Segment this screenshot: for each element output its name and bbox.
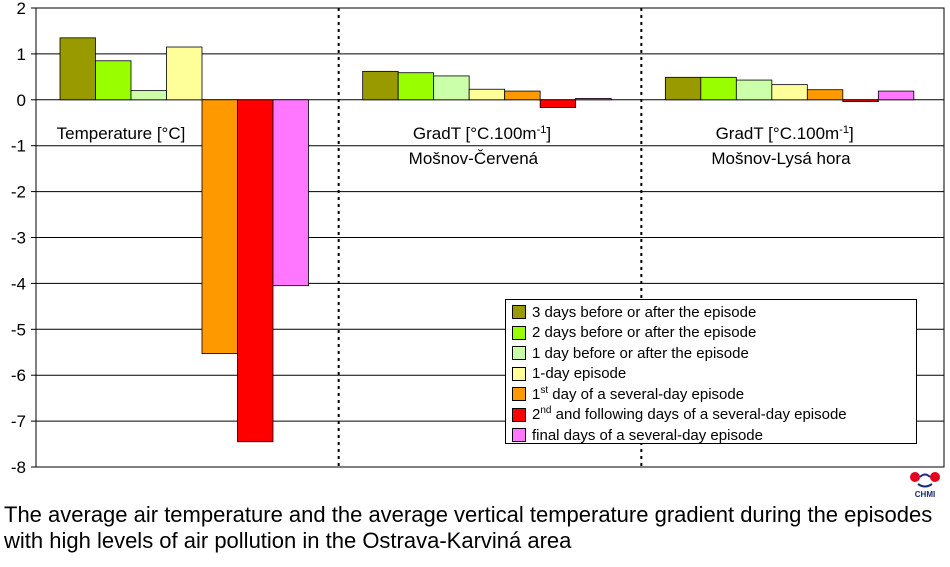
bar: [575, 98, 612, 101]
y-axis-ticks: 2 1 0 -1 -2 -3 -4 -5 -6 -7 -8: [11, 0, 36, 477]
chart: 2 1 0 -1 -2 -3 -4 -5 -6 -7 -8 Temperature [°C] Grad…: [11, 0, 945, 477]
bar: [468, 88, 506, 101]
bar: [130, 90, 167, 101]
plot-frame: [35, 7, 945, 468]
y-tick-label: -2: [11, 183, 26, 202]
legend-label: 1st day of a several-day episode: [532, 384, 745, 403]
group-label: GradT [°C.100m-1]: [716, 124, 854, 143]
group-label: Temperature [°C]: [57, 124, 186, 143]
legend-swatch: [512, 407, 526, 422]
bar: [664, 76, 702, 101]
legend-swatch: [512, 346, 526, 361]
bar: [504, 90, 541, 101]
chmi-logo-icon: [910, 472, 940, 488]
y-tick-label: -5: [11, 320, 26, 339]
chart-caption: The average air temperature and the aver…: [4, 502, 933, 553]
bar: [95, 60, 132, 101]
legend-item: 1 day before or after the episode: [512, 343, 916, 364]
bars: [59, 37, 915, 443]
legend-item: 2 days before or after the episode: [512, 323, 916, 344]
bar: [362, 70, 399, 101]
legend-item: 3 days before or after the episode: [512, 302, 916, 323]
group-sublabel: Mošnov-Lysá hora: [711, 149, 851, 168]
y-tick-label: 0: [17, 91, 26, 110]
bar: [700, 76, 737, 101]
bar: [59, 37, 96, 101]
bar: [877, 90, 915, 101]
bar: [237, 99, 274, 443]
y-tick-label: -6: [11, 366, 26, 385]
legend-item: final days of a several-day episode: [512, 425, 916, 446]
group-label: GradT [°C.100m-1]: [413, 124, 551, 143]
y-tick-label: -4: [11, 274, 26, 293]
legend-label: final days of a several-day episode: [532, 426, 763, 444]
bar: [539, 99, 577, 109]
bar: [433, 75, 470, 101]
chmi-logo: CHMI: [908, 469, 942, 501]
legend-item: 1st day of a several-day episode: [512, 384, 916, 405]
bar: [166, 46, 203, 101]
y-tick-label: -3: [11, 229, 26, 248]
bar: [771, 84, 808, 101]
bar: [842, 99, 879, 103]
bar: [806, 89, 844, 101]
logo-text: CHMI: [914, 490, 936, 499]
legend-label: 1 day before or after the episode: [532, 344, 749, 362]
legend-swatch: [512, 387, 526, 402]
bar: [201, 99, 238, 355]
y-tick-label: -7: [11, 412, 26, 431]
bar: [397, 72, 435, 101]
y-tick-label: 1: [17, 45, 26, 64]
legend-swatch: [512, 305, 526, 320]
y-tick-label: -8: [11, 458, 26, 477]
legend-label: 3 days before or after the episode: [532, 303, 757, 321]
legend-label: 2 days before or after the episode: [532, 324, 757, 342]
bar: [735, 79, 773, 101]
legend-swatch: [512, 428, 526, 443]
legend: 3 days before or after the episode 2 day…: [505, 299, 917, 444]
legend-item: 2nd and following days of a several-day …: [512, 405, 916, 426]
legend-label: 2nd and following days of a several-day …: [532, 405, 847, 424]
y-tick-label: 2: [17, 0, 26, 18]
legend-item: 1-day episode: [512, 364, 916, 385]
legend-swatch: [512, 366, 526, 381]
bar: [272, 99, 309, 287]
legend-label: 1-day episode: [532, 365, 627, 383]
legend-swatch: [512, 325, 526, 340]
group-labels: Temperature [°C] GradT [°C.100m-1] Mošnov-…: [57, 124, 854, 168]
y-tick-label: -1: [11, 137, 26, 156]
group-sublabel: Mošnov-Červená: [409, 149, 539, 168]
